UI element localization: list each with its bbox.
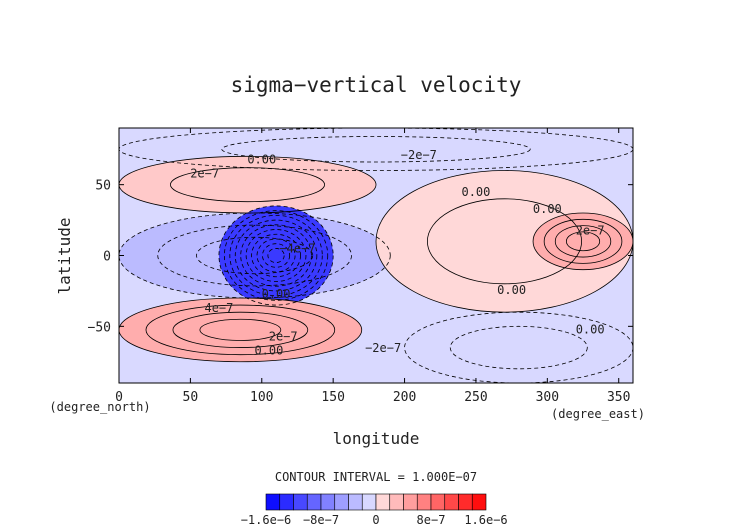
y-axis-label: latitude bbox=[55, 217, 74, 294]
contour-interval-text: CONTOUR INTERVAL = 1.000E−07 bbox=[275, 470, 477, 484]
colorbar-segment bbox=[361, 493, 377, 511]
contour-line bbox=[172, 311, 309, 348]
contour-line bbox=[218, 205, 334, 306]
y-tick-label: 0 bbox=[103, 250, 111, 265]
y-unit-label: (degree_north) bbox=[49, 400, 150, 414]
colorbar-segment bbox=[265, 493, 281, 511]
colorbar-segment bbox=[471, 493, 487, 511]
contour-label: 0.00 bbox=[254, 344, 283, 358]
colorbar-tick-label: 0 bbox=[372, 513, 379, 527]
colorbar-segment bbox=[430, 493, 446, 511]
colorbar-segment bbox=[403, 493, 418, 511]
contour-line bbox=[565, 231, 601, 252]
contour-line bbox=[543, 218, 623, 264]
y-axis: −50 0 50 bbox=[88, 179, 633, 335]
contour-line bbox=[119, 128, 633, 171]
contour-lines bbox=[119, 128, 633, 383]
colorbar-tick-label: 8e−7 bbox=[417, 513, 446, 527]
colorbar-segment bbox=[416, 493, 432, 511]
colorbar-tick-label: −8e−7 bbox=[303, 513, 339, 527]
contour-label: 2e−7 bbox=[576, 223, 605, 237]
colorbar: −1.6e−6 −8e−7 0 8e−7 1.6e−6 bbox=[241, 493, 508, 527]
contour-line bbox=[229, 214, 323, 297]
colorbar-segment bbox=[348, 493, 363, 511]
contour-region bbox=[404, 312, 633, 383]
contour-line bbox=[234, 219, 318, 292]
contour-line bbox=[240, 224, 312, 287]
contour-line bbox=[256, 238, 296, 273]
contour-label: 4e−7 bbox=[204, 301, 233, 315]
contour-line bbox=[145, 304, 336, 356]
y-tick-label: 50 bbox=[95, 179, 111, 194]
contour-label: 0.00 bbox=[533, 202, 562, 216]
contour-region bbox=[119, 298, 362, 362]
chart-title: sigma−vertical velocity bbox=[231, 73, 522, 97]
colorbar-segment bbox=[293, 493, 308, 511]
x-tick-label: 200 bbox=[393, 390, 416, 405]
x-tick-label: 100 bbox=[250, 390, 273, 405]
colorbar-segment bbox=[279, 493, 294, 511]
contour-fills bbox=[119, 128, 633, 383]
colorbar-segment bbox=[306, 493, 322, 511]
contour-line bbox=[245, 229, 307, 282]
contour-label: 0.00 bbox=[262, 287, 291, 301]
x-tick-label: 0 bbox=[115, 390, 123, 405]
colorbar-tick-label: −1.6e−6 bbox=[241, 513, 292, 527]
contour-label: 2e−7 bbox=[190, 167, 219, 181]
contour-line bbox=[449, 325, 588, 370]
x-tick-label: 150 bbox=[321, 390, 344, 405]
contour-label: −2e−7 bbox=[365, 341, 401, 355]
contour-line bbox=[426, 198, 582, 285]
x-tick-label: 350 bbox=[607, 390, 630, 405]
x-unit-label: (degree_east) bbox=[551, 407, 645, 421]
contour-label: 0.00 bbox=[497, 283, 526, 297]
contour-label: 2e−7 bbox=[269, 330, 298, 344]
contour-label: 0.00 bbox=[461, 185, 490, 199]
contour-line bbox=[554, 225, 612, 258]
colorbar-segment bbox=[444, 493, 459, 511]
colorbar-segment bbox=[334, 493, 349, 511]
contour-label: −4e−7 bbox=[279, 242, 315, 256]
contour-line bbox=[221, 136, 531, 163]
x-axis: 0 50 100 150 200 250 300 350 bbox=[115, 128, 630, 405]
contour-line bbox=[157, 224, 352, 287]
colorbar-tick-label: 1.6e−6 bbox=[464, 513, 507, 527]
y-tick-label: −50 bbox=[88, 320, 111, 335]
colorbar-segment bbox=[320, 493, 336, 511]
contour-line bbox=[251, 233, 301, 278]
contour-line bbox=[375, 170, 633, 313]
contour-line bbox=[267, 248, 285, 263]
x-tick-label: 300 bbox=[536, 390, 559, 405]
contour-line bbox=[119, 297, 363, 363]
contour-label: 0.00 bbox=[576, 322, 605, 336]
contour-line bbox=[223, 210, 329, 301]
x-tick-label: 50 bbox=[183, 390, 199, 405]
colorbar-segment bbox=[375, 493, 391, 511]
contour-label: −2e−7 bbox=[401, 148, 437, 162]
contour-region bbox=[376, 170, 633, 313]
contour-line bbox=[199, 318, 282, 341]
contour-label: 0.00 bbox=[247, 152, 276, 166]
contour-region bbox=[119, 156, 376, 214]
x-axis-label: longitude bbox=[333, 429, 420, 448]
contour-line bbox=[262, 243, 291, 268]
x-tick-label: 250 bbox=[464, 390, 487, 405]
colorbar-segment bbox=[458, 493, 473, 511]
colorbar-segment bbox=[389, 493, 404, 511]
contour-line bbox=[169, 167, 325, 203]
contour-region bbox=[533, 213, 633, 270]
